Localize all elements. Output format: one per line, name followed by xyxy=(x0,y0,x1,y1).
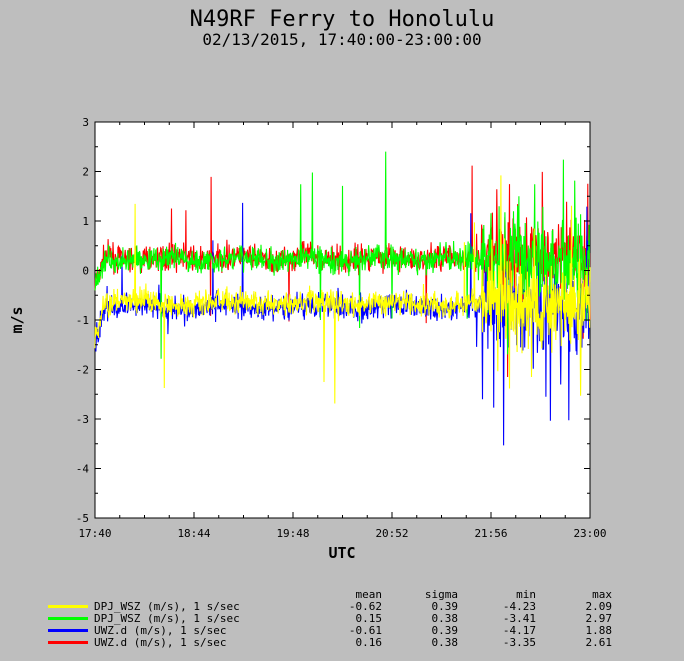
x-tick-label: 21:56 xyxy=(474,527,507,540)
legend-min: -3.35 xyxy=(502,636,536,649)
legend-min: -3.41 xyxy=(502,612,536,625)
chart-subtitle: 02/13/2015, 17:40:00-23:00:00 xyxy=(202,30,481,49)
col-min-header: min xyxy=(516,588,536,601)
legend-mean: -0.62 xyxy=(348,600,382,613)
legend-swatch-green xyxy=(48,617,88,620)
y-tick-label: 0 xyxy=(82,265,89,278)
y-axis-label: m/s xyxy=(8,306,26,333)
legend-max: 2.61 xyxy=(585,636,613,649)
y-tick-label: 1 xyxy=(82,215,89,228)
col-mean-header: mean xyxy=(355,588,383,601)
y-tick-label: -2 xyxy=(76,364,89,377)
x-tick-label: 18:44 xyxy=(177,527,210,540)
legend-series-name: UWZ.d (m/s), 1 s/sec xyxy=(94,624,227,637)
x-tick-label: 17:40 xyxy=(78,527,111,540)
legend-sigma: 0.39 xyxy=(431,600,459,613)
series-line xyxy=(94,175,591,404)
y-tick-label: -5 xyxy=(76,512,89,525)
legend-swatch-red xyxy=(48,641,88,644)
legend-row: UWZ.d (m/s), 1 s/sec 0.16 0.38 -3.35 2.6… xyxy=(0,636,684,649)
y-tick-label: -1 xyxy=(76,314,89,327)
col-max-header: max xyxy=(592,588,612,601)
legend-min: -4.23 xyxy=(502,600,536,613)
legend-sigma: 0.38 xyxy=(431,612,459,625)
x-tick-label: 23:00 xyxy=(573,527,606,540)
legend-row: DPJ_WSZ (m/s), 1 s/sec 0.15 0.38 -3.41 2… xyxy=(0,612,684,625)
legend-series-name: DPJ_WSZ (m/s), 1 s/sec xyxy=(94,612,240,625)
col-sigma-header: sigma xyxy=(424,588,458,601)
legend-row: UWZ.d (m/s), 1 s/sec -0.61 0.39 -4.17 1.… xyxy=(0,624,684,637)
axis-layer: 3 2 1 0 -1 -2 -3 -4 -5 17:40 18:44 19:48 20:52 21:56 2… xyxy=(76,116,607,540)
legend-series-name: DPJ_WSZ (m/s), 1 s/sec xyxy=(94,600,240,613)
legend-swatch-yellow xyxy=(48,605,88,608)
legend-swatch-blue xyxy=(48,629,88,632)
legend-series-name: UWZ.d (m/s), 1 s/sec xyxy=(94,636,227,649)
legend-mean: -0.61 xyxy=(348,624,382,637)
legend-max: 1.88 xyxy=(585,624,613,637)
y-tick-label: -4 xyxy=(76,463,90,476)
legend-mean: 0.16 xyxy=(355,636,383,649)
series-line xyxy=(94,151,591,359)
legend-mean: 0.15 xyxy=(355,612,383,625)
x-axis-label: UTC xyxy=(328,544,355,562)
legend-max: 2.09 xyxy=(585,600,613,613)
chart-title: N49RF Ferry to Honolulu xyxy=(190,7,495,32)
y-tick-label: 3 xyxy=(82,116,89,129)
legend-sigma: 0.39 xyxy=(431,624,459,637)
y-tick-label: -3 xyxy=(76,413,89,426)
legend-max: 2.97 xyxy=(585,612,613,625)
x-tick-label: 20:52 xyxy=(375,527,408,540)
legend-row: DPJ_WSZ (m/s), 1 s/sec -0.62 0.39 -4.23 … xyxy=(0,600,684,613)
legend-header: mean sigma min max xyxy=(0,588,684,601)
legend-sigma: 0.38 xyxy=(431,636,459,649)
x-tick-label: 19:48 xyxy=(276,527,309,540)
y-tick-label: 2 xyxy=(82,166,89,179)
legend-min: -4.17 xyxy=(502,624,536,637)
series-layer xyxy=(94,151,591,446)
legend: mean sigma min max DPJ_WSZ (m/s), 1 s/se… xyxy=(0,588,684,649)
